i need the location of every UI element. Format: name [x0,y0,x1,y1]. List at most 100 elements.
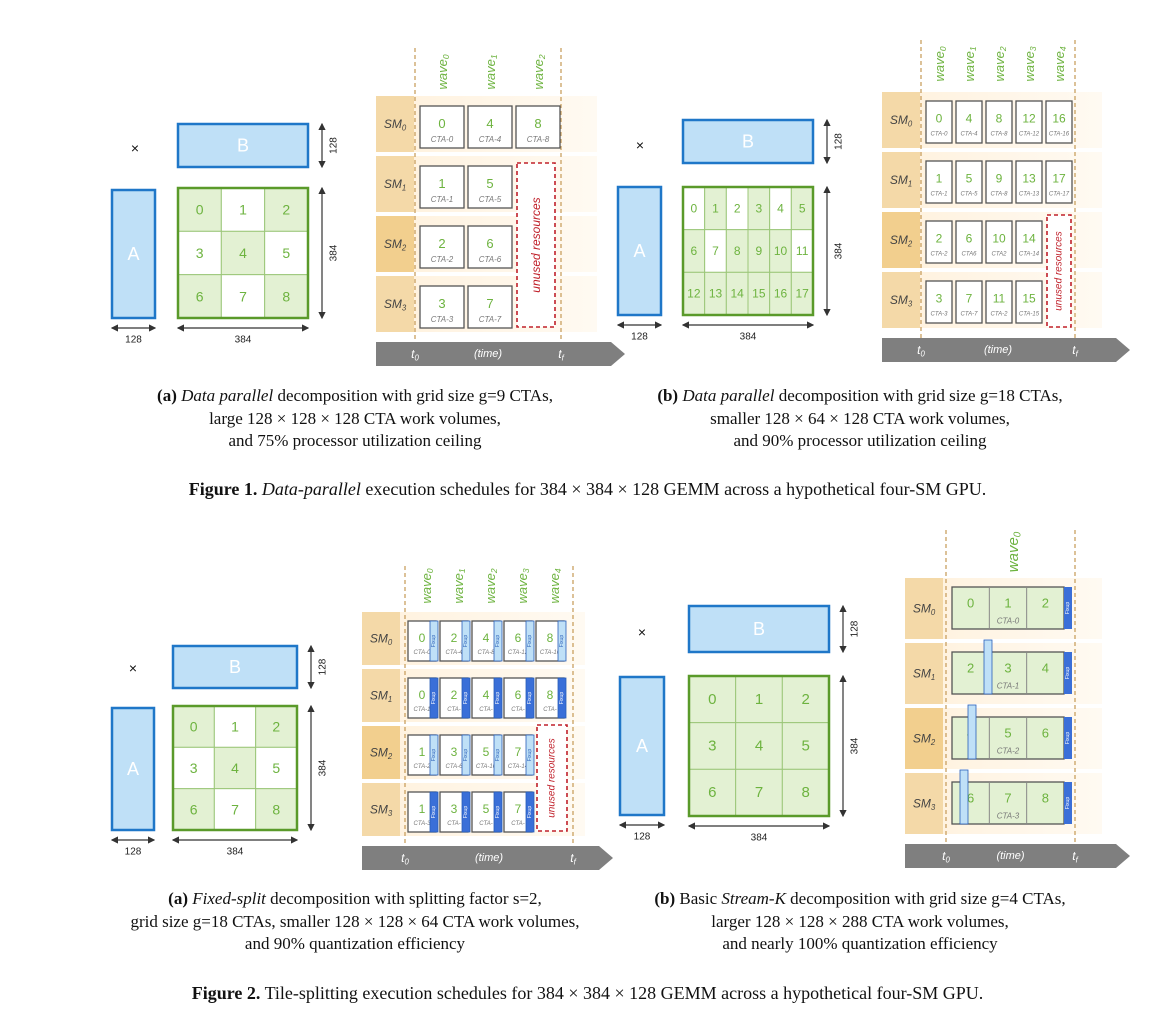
fig2a-cta-number: 3 [451,802,458,816]
fig2a-wave-label: wave0 [419,568,435,603]
fig1a-grid-cell-label: 4 [239,245,247,261]
fig1b-matrix-a-label: A [633,241,645,261]
fig2a-fixup-label: Fixup [463,692,469,704]
fig1b-sm-label: SM0 [890,113,913,128]
fig1a-grid-cell [177,230,222,276]
fig1b-cta-number: 15 [1022,292,1036,306]
fig1a-cta-number: 6 [486,236,493,251]
fig1b-grid-cell-label: 15 [752,287,766,301]
fig1a-grid-cell-label: 1 [239,202,247,218]
fig2b-sm-label-bg [905,773,943,834]
fig1b-cta-box [925,100,953,144]
fig2b-matrix-b [687,604,831,654]
fig2a-grid-height-label: 384 [318,759,329,776]
fig2b-fixup-strip [1064,587,1072,629]
fig1b-cta-box [925,220,953,264]
fig2a-cta-number: 3 [451,745,458,759]
fig2a-t0-label: t0 [401,851,409,866]
fig1b-cta-label: CTA-1 [931,192,948,198]
fig2b-grid-cell-label: 2 [801,691,809,708]
fig1b-cta-box [1045,100,1073,144]
fig2b-matrix-a [618,675,666,817]
fig2b-tile-number: 4 [1042,661,1049,676]
fig2a-caption: (a) Fixed-split decomposition with split… [130,889,580,953]
fig1a-cta-number: 1 [438,176,445,191]
fig1a-grid-cell-label: 5 [282,245,290,261]
fig2a-cta-number: 4 [483,631,490,645]
fig2a-fixup-strip [461,620,471,662]
fig1b-cta-box [1015,220,1043,264]
fig1b-cta-number: 2 [936,232,943,246]
fig2a-fixup-label: Fixup [463,749,469,761]
fig2a-cta-number: 8 [547,631,554,645]
fig2a-cta-label: CTA-0 [414,650,432,656]
fig2a-sm-label: SM3 [370,803,393,818]
fig1b-matrix-a [616,185,663,317]
fig2a-fixup-label: Fixup [431,635,437,647]
fig1a-sm-label-bg [376,216,414,272]
fig1b-times-symbol: × [636,137,644,153]
fig2b-partial-strip [967,704,977,760]
fig2b-grid-cell-label: 4 [755,738,763,755]
fig2b-caption: (b) Basic Stream-K decomposition with gr… [654,889,1066,953]
fig2a-cta-number: 1 [419,802,426,816]
fig2b-grid-cell [688,722,737,770]
fig1a-cta-label: CTA-0 [431,135,454,144]
fig2a-cta-label: CTA- [447,707,461,713]
fig1a-grid-height-label: 384 [329,244,340,261]
fig1a-cta-box [419,105,465,149]
fig2b-grid-cell [781,722,830,770]
fig1b-sm-label-bg [882,92,920,148]
fig2b-tf-label: tf [1072,849,1078,864]
fig1b-grid-cell-label: 8 [734,244,741,258]
fig2b-cta-span [951,781,1065,825]
fig2a-grid-cell-label: 1 [231,719,239,735]
fig2b-grid-cell-label: 8 [801,784,809,801]
fig1b-grid-cell-label: 3 [755,201,762,215]
fig2a-cta-label: CTA- [479,707,493,713]
fig1a-cta-box [419,165,465,209]
fig2b-grid-cell-label: 7 [755,784,763,801]
fig1a-a-width-label: 128 [125,335,142,346]
fig1b-sm-label: SM2 [890,233,913,248]
fig2a-fixup-label: Fixup [527,806,533,818]
fig2b-a-width-label: 128 [634,832,651,843]
fig2b-time-label: (time) [996,850,1024,862]
fig1a-cta-number: 4 [486,116,493,131]
fig2a-wave-label: wave1 [451,568,467,603]
fig1b-wave-label: wave3 [1022,46,1038,81]
fig2b-fixup-strip [1064,652,1072,694]
fig1a-caption: (a) Data parallel decomposition with gri… [157,386,553,450]
fig1b-a-width-label: 128 [631,332,648,343]
fig2a-fixup-label: Fixup [463,806,469,818]
fig1a-cta-box [467,285,513,329]
fig1a-sm-label-bg [376,276,414,332]
fig1b-cta-number: 10 [992,232,1006,246]
fig1b-cta-label: CTA-16 [1049,132,1070,138]
fig1b-cta-number: 9 [996,172,1003,186]
fig2a-cta-number: 8 [547,688,554,702]
fig2b-grid-height-label: 384 [850,737,861,754]
fig2b-grid-cell-label: 3 [708,738,716,755]
figure-1-caption: Figure 1. Data-parallel execution schedu… [188,479,987,499]
fig2b-timeline-arrow [905,844,1130,868]
fig2b-fixup-label: Fixup [1065,732,1071,744]
fig2a-grid-cell-label: 3 [190,760,198,776]
fig1b-timeline-arrow [882,338,1130,362]
fig2a-fixup-label: Fixup [495,749,501,761]
fig2b-sm-label-bg [905,708,943,769]
fig1a-grid-cell-label: 7 [239,288,247,304]
fig2a-matrix-b-label: B [229,657,241,677]
fig2b-partial-strip [983,639,993,695]
fig2b-fixup-label: Fixup [1065,602,1071,614]
fig1a-matrix-a [110,188,157,320]
fig1b-sm-label-bg [882,272,920,328]
fig1a-sm-label: SM3 [384,297,407,312]
fig1a-matrix-a-label: A [127,244,139,264]
fig2b-fixup-label: Fixup [1065,797,1071,809]
fig2a-wave-label: wave3 [515,568,531,603]
fig1b-wave-label: wave1 [962,46,978,81]
fig1b-cta-label: CTA-8 [991,192,1009,198]
fig1a-unused-resources-label: unused resources [529,197,543,292]
fig2b-grid-cell-label: 0 [708,691,716,708]
